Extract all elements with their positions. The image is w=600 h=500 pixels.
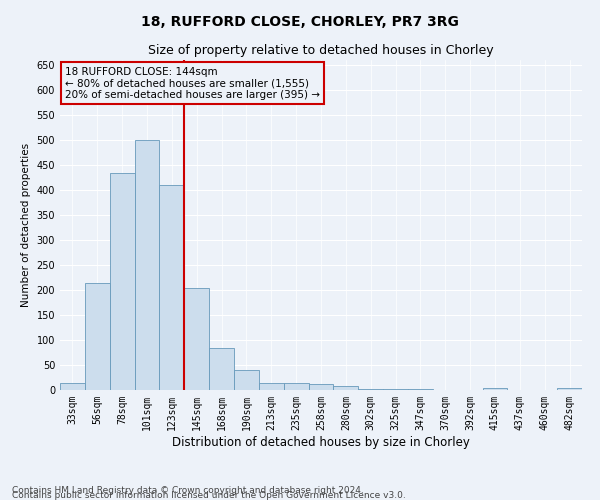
Bar (134, 140, 160, 390)
Text: Contains public sector information licensed under the Open Government Licence v3: Contains public sector information licen… (12, 490, 406, 500)
Bar (358, 388, 383, 390)
Bar (85, 282, 110, 390)
Bar (160, 185, 184, 390)
Bar (234, 370, 259, 390)
Bar (110, 172, 134, 390)
Text: Contains HM Land Registry data © Crown copyright and database right 2024.: Contains HM Land Registry data © Crown c… (12, 486, 364, 495)
Y-axis label: Number of detached properties: Number of detached properties (21, 143, 31, 307)
Bar (482, 388, 508, 390)
Bar (334, 386, 358, 390)
Bar (60, 382, 85, 390)
Title: Size of property relative to detached houses in Chorley: Size of property relative to detached ho… (148, 44, 494, 58)
X-axis label: Distribution of detached houses by size in Chorley: Distribution of detached houses by size … (172, 436, 470, 448)
Bar (259, 382, 284, 390)
Text: 18, RUFFORD CLOSE, CHORLEY, PR7 3RG: 18, RUFFORD CLOSE, CHORLEY, PR7 3RG (141, 15, 459, 29)
Bar (184, 288, 209, 390)
Bar (408, 389, 433, 390)
Bar (383, 389, 408, 390)
Text: 18 RUFFORD CLOSE: 144sqm
← 80% of detached houses are smaller (1,555)
20% of sem: 18 RUFFORD CLOSE: 144sqm ← 80% of detach… (65, 66, 320, 100)
Bar (557, 388, 582, 390)
Bar (308, 384, 334, 390)
Bar (209, 348, 234, 390)
Bar (284, 382, 308, 390)
